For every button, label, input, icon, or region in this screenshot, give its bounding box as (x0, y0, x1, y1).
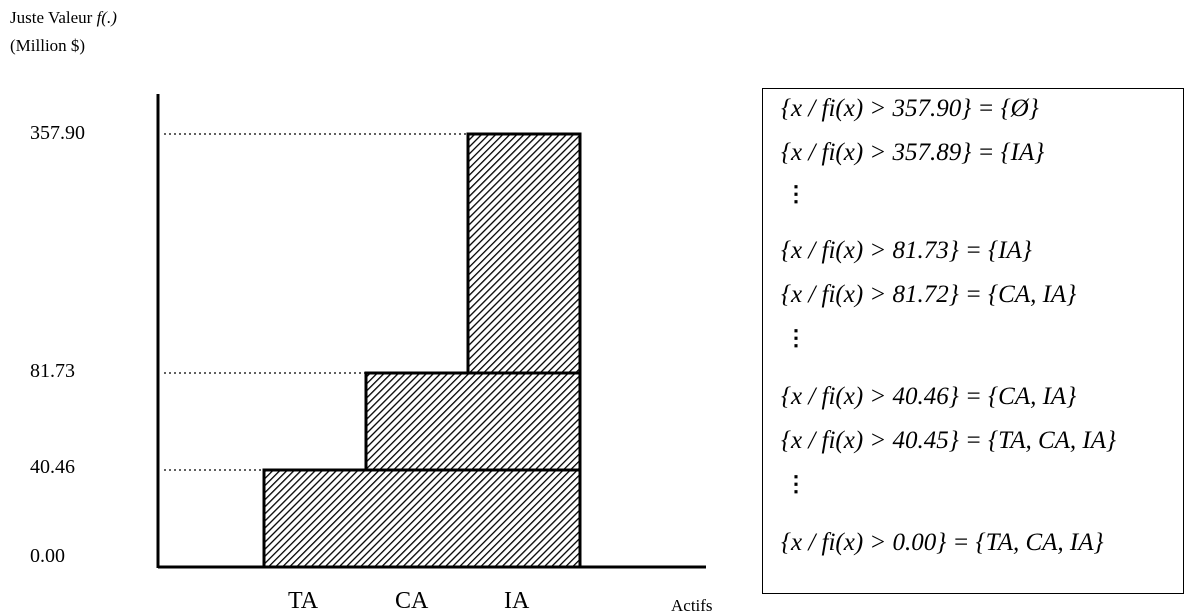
y-tick-label-40-46: 40.46 (30, 456, 75, 478)
y-axis-title-prefix: Juste Valeur (10, 8, 97, 27)
level-set-40-45: {x / fi(x) > 40.45} = {TA, CA, IA} (781, 427, 1117, 454)
y-axis-unit: (Million $) (10, 36, 86, 55)
vertical-ellipsis: ⋮ (785, 471, 807, 496)
level-set-40-46: {x / fi(x) > 40.46} = {CA, IA} (781, 383, 1077, 410)
bar-CA (364, 371, 582, 472)
vertical-ellipsis: ⋮ (785, 181, 807, 206)
x-category-IA: IA (504, 588, 530, 614)
x-axis-title: Actifs (671, 596, 713, 615)
level-set-81-73: {x / fi(x) > 81.73} = {IA} (781, 237, 1032, 264)
vertical-ellipsis: ⋮ (785, 325, 807, 350)
y-tick-label-81-73: 81.73 (30, 360, 75, 382)
level-set-0-00: {x / fi(x) > 0.00} = {TA, CA, IA} (781, 529, 1104, 556)
y-tick-label-0-00: 0.00 (30, 545, 65, 567)
step-bar-chart (156, 94, 706, 569)
y-axis-title-function: f(.) (96, 8, 117, 27)
level-set-81-72: {x / fi(x) > 81.72} = {CA, IA} (781, 281, 1077, 308)
y-tick-label-357-90: 357.90 (30, 122, 85, 144)
x-category-TA: TA (288, 588, 319, 614)
bar-TA (262, 468, 582, 569)
level-set-357-90: {x / fi(x) > 357.90} = {Ø} (781, 95, 1039, 122)
level-sets-box: {x / fi(x) > 357.90} = {Ø} {x / fi(x) > … (762, 88, 1184, 594)
y-axis-title: Juste Valeur f(.) (10, 8, 117, 28)
level-set-357-89: {x / fi(x) > 357.89} = {IA} (781, 139, 1045, 166)
x-category-CA: CA (395, 588, 429, 614)
bar-IA (466, 132, 582, 375)
